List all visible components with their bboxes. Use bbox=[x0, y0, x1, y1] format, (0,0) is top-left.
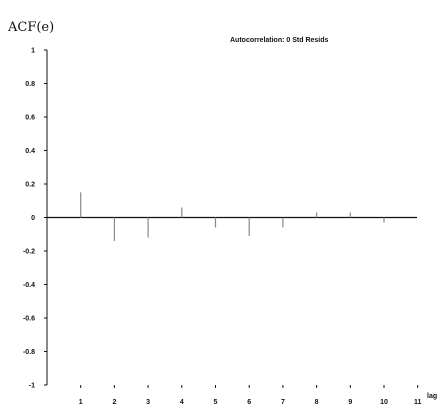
y-tick-label: 0 bbox=[31, 215, 35, 222]
acf-bars bbox=[80, 192, 385, 241]
x-tick-label: 7 bbox=[281, 399, 285, 406]
y-axis-label: ACF(e) bbox=[7, 20, 54, 35]
x-tick-label: 1 bbox=[79, 399, 83, 406]
y-tick-label: 0.2 bbox=[25, 182, 35, 189]
x-tick-label: 2 bbox=[112, 399, 116, 406]
x-ticks: 1 2 3 4 5 6 7 8 9 10 11 bbox=[79, 385, 422, 406]
x-tick-label: 4 bbox=[180, 399, 184, 406]
y-tick-label: 0.6 bbox=[25, 115, 35, 122]
y-tick-label: 0.4 bbox=[25, 148, 35, 155]
y-tick-label: 1 bbox=[31, 48, 35, 55]
y-tick-label: -1 bbox=[29, 383, 35, 390]
x-tick-label: 3 bbox=[146, 399, 150, 406]
x-tick-label: 8 bbox=[315, 399, 319, 406]
y-tick-label: -0.2 bbox=[23, 249, 35, 256]
x-tick-label: 11 bbox=[414, 399, 422, 406]
chart-title: Autocorrelation: 0 Std Resids bbox=[230, 37, 329, 44]
x-tick-label: 6 bbox=[247, 399, 251, 406]
y-ticks: 1 0.8 0.6 0.4 0.2 0 -0.2 -0.4 -0.6 -0.8 -1 bbox=[23, 48, 47, 390]
x-tick-label: 10 bbox=[380, 399, 388, 406]
y-tick-label: -0.8 bbox=[23, 349, 35, 356]
y-tick-label: -0.4 bbox=[23, 282, 35, 289]
y-tick-label: 0.8 bbox=[25, 81, 35, 88]
x-tick-label: 9 bbox=[348, 399, 352, 406]
x-axis-label: lag bbox=[427, 393, 437, 400]
x-tick-label: 5 bbox=[214, 399, 218, 406]
y-tick-label: -0.6 bbox=[23, 316, 35, 323]
